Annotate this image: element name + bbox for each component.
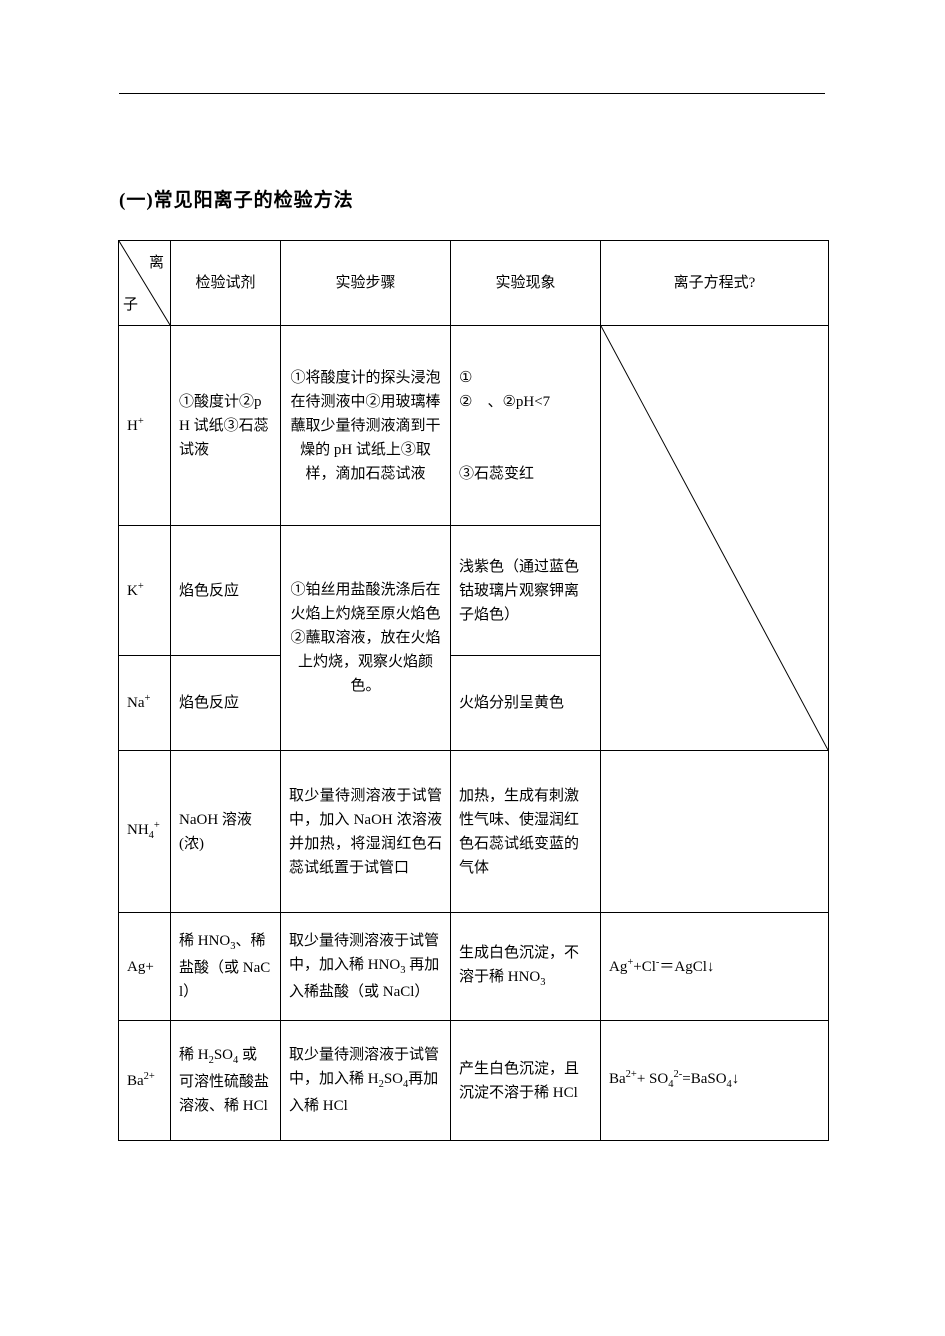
equation-ag: Ag++Cl-＝AgCl↓	[601, 913, 829, 1021]
header-ion-cell: 离 子	[119, 241, 171, 326]
section-heading: (一)常见阳离子的检验方法	[119, 185, 354, 212]
pheno-h-line2: ② 、②pH<7	[459, 390, 592, 414]
reagent-k: 焰色反应	[171, 526, 281, 656]
table-row: Ba2+ 稀 H2SO4 或可溶性硫酸盐溶液、稀 HCl 取少量待测溶液于试管中…	[119, 1021, 829, 1141]
reagent-h: ①酸度计②pH 试纸③石蕊试液	[171, 326, 281, 526]
ion-cell-ba: Ba2+	[119, 1021, 171, 1141]
ion-na: Na+	[127, 695, 150, 711]
reagent-ag: 稀 HNO3、稀盐酸（或 NaCl）	[171, 913, 281, 1021]
header-reagent: 检验试剂	[171, 241, 281, 326]
reagent-ba: 稀 H2SO4 或可溶性硫酸盐溶液、稀 HCl	[171, 1021, 281, 1141]
reagent-na: 焰色反应	[171, 656, 281, 751]
steps-h: ①将酸度计的探头浸泡在待测液中②用玻璃棒蘸取少量待测液滴到干燥的 pH 试纸上③…	[281, 326, 451, 526]
ion-table-container: 离 子 检验试剂 实验步骤 实验现象 离子方程式? H+ ①酸度计②pH 试纸③…	[118, 240, 828, 1141]
steps-k-na: ①铂丝用盐酸洗涤后在火焰上灼烧至原火焰色②蘸取溶液，放在火焰上灼烧，观察火焰颜色…	[281, 526, 451, 751]
table-row: Ag+ 稀 HNO3、稀盐酸（或 NaCl） 取少量待测溶液于试管中，加入稀 H…	[119, 913, 829, 1021]
pheno-h-line1: ①	[459, 366, 592, 390]
equation-nh4	[601, 751, 829, 913]
ion-cell-nh4: NH4+	[119, 751, 171, 913]
phenomenon-h: ① ② 、②pH<7 ③石蕊变红	[451, 326, 601, 526]
phenomenon-ag: 生成白色沉淀，不溶于稀 HNO3	[451, 913, 601, 1021]
equation-diag-cell-1	[601, 326, 829, 751]
equation-ba: Ba2++ SO42-=BaSO4↓	[601, 1021, 829, 1141]
phenomenon-ba: 产生白色沉淀，且沉淀不溶于稀 HCl	[451, 1021, 601, 1141]
table-header-row: 离 子 检验试剂 实验步骤 实验现象 离子方程式?	[119, 241, 829, 326]
pheno-h-gap	[459, 414, 592, 462]
pheno-h-line3: ③石蕊变红	[459, 462, 592, 486]
diagonal-slash-icon	[601, 326, 828, 750]
ion-cell-h: H+	[119, 326, 171, 526]
steps-ag: 取少量待测溶液于试管中，加入稀 HNO3 再加入稀盐酸（或 NaCl）	[281, 913, 451, 1021]
reagent-nh4: NaOH 溶液(浓)	[171, 751, 281, 913]
header-rule	[119, 93, 825, 94]
ion-cell-ag: Ag+	[119, 913, 171, 1021]
phenomenon-k: 浅紫色（通过蓝色钴玻璃片观察钾离子焰色）	[451, 526, 601, 656]
ion-h: H+	[127, 418, 144, 434]
ion-cell-na: Na+	[119, 656, 171, 751]
header-ion-bottom: 子	[123, 293, 138, 317]
ion-nh4: NH4+	[127, 822, 160, 838]
phenomenon-nh4: 加热，生成有刺激性气味、使湿润红色石蕊试纸变蓝的气体	[451, 751, 601, 913]
header-steps: 实验步骤	[281, 241, 451, 326]
ion-ba: Ba2+	[127, 1073, 155, 1089]
header-phenomenon: 实验现象	[451, 241, 601, 326]
steps-nh4: 取少量待测溶液于试管中，加入 NaOH 浓溶液并加热，将湿润红色石蕊试纸置于试管…	[281, 751, 451, 913]
ion-k: K+	[127, 583, 144, 599]
steps-ba: 取少量待测溶液于试管中，加入稀 H2SO4再加入稀 HCl	[281, 1021, 451, 1141]
header-equation: 离子方程式?	[601, 241, 829, 326]
table-row: H+ ①酸度计②pH 试纸③石蕊试液 ①将酸度计的探头浸泡在待测液中②用玻璃棒蘸…	[119, 326, 829, 526]
ion-ag: Ag+	[127, 959, 154, 975]
ion-detection-table: 离 子 检验试剂 实验步骤 实验现象 离子方程式? H+ ①酸度计②pH 试纸③…	[118, 240, 829, 1141]
ion-cell-k: K+	[119, 526, 171, 656]
phenomenon-na: 火焰分别呈黄色	[451, 656, 601, 751]
header-ion-top: 离	[149, 251, 164, 275]
table-row: NH4+ NaOH 溶液(浓) 取少量待测溶液于试管中，加入 NaOH 浓溶液并…	[119, 751, 829, 913]
